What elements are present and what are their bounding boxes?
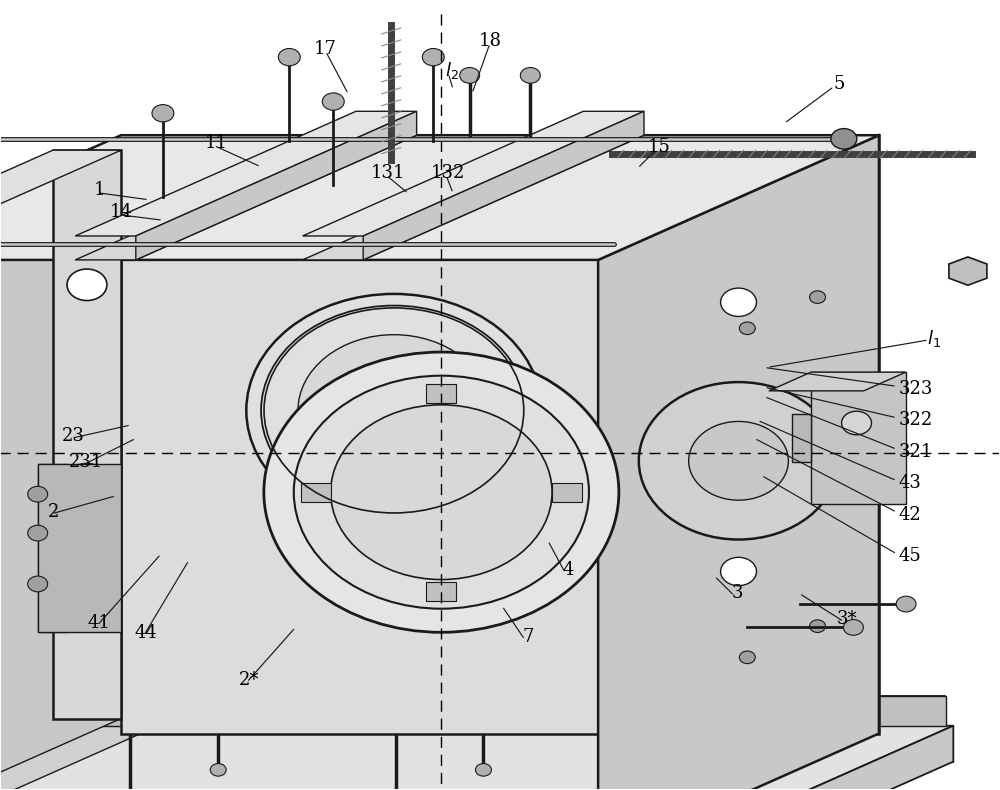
- Polygon shape: [303, 135, 644, 260]
- Circle shape: [739, 651, 755, 664]
- Text: 42: 42: [899, 506, 922, 524]
- Circle shape: [278, 48, 300, 66]
- Circle shape: [721, 288, 756, 317]
- Text: 18: 18: [479, 32, 502, 50]
- Polygon shape: [598, 135, 879, 790]
- Text: 43: 43: [899, 474, 922, 492]
- Circle shape: [67, 269, 107, 300]
- Circle shape: [298, 335, 490, 486]
- Circle shape: [334, 401, 563, 582]
- Polygon shape: [949, 257, 987, 285]
- Text: 321: 321: [899, 442, 933, 461]
- Polygon shape: [0, 696, 226, 790]
- Circle shape: [67, 464, 107, 495]
- Text: 45: 45: [899, 547, 922, 566]
- Circle shape: [210, 764, 226, 776]
- Text: $l_2$: $l_2$: [445, 60, 459, 81]
- Circle shape: [475, 764, 491, 776]
- Polygon shape: [0, 150, 121, 790]
- Circle shape: [422, 48, 444, 66]
- Polygon shape: [75, 135, 417, 260]
- Circle shape: [460, 67, 480, 83]
- Circle shape: [307, 720, 323, 733]
- Text: 322: 322: [899, 411, 933, 429]
- Text: 11: 11: [204, 134, 227, 152]
- Circle shape: [739, 322, 755, 335]
- Text: 2*: 2*: [238, 671, 259, 689]
- Circle shape: [689, 421, 788, 500]
- Text: 3: 3: [732, 585, 743, 603]
- Circle shape: [152, 104, 174, 122]
- Circle shape: [246, 294, 541, 527]
- Polygon shape: [121, 135, 879, 733]
- Text: 2: 2: [48, 502, 59, 521]
- Polygon shape: [303, 111, 644, 236]
- Bar: [301, 483, 331, 502]
- Text: 44: 44: [135, 624, 157, 641]
- Polygon shape: [811, 372, 906, 504]
- Text: 323: 323: [899, 380, 933, 397]
- Circle shape: [810, 291, 825, 303]
- Text: 15: 15: [648, 138, 671, 156]
- Polygon shape: [0, 726, 953, 790]
- Text: 4: 4: [562, 561, 573, 579]
- Polygon shape: [38, 465, 68, 632]
- Polygon shape: [0, 150, 121, 232]
- Circle shape: [810, 620, 825, 633]
- Text: 14: 14: [110, 203, 132, 221]
- Text: 5: 5: [833, 75, 845, 93]
- Polygon shape: [769, 372, 906, 391]
- Bar: [552, 483, 582, 502]
- Circle shape: [572, 720, 588, 733]
- Circle shape: [28, 525, 48, 541]
- Polygon shape: [611, 726, 953, 790]
- Text: 41: 41: [88, 615, 111, 632]
- Circle shape: [322, 93, 344, 111]
- Text: 132: 132: [431, 164, 465, 182]
- Circle shape: [843, 619, 863, 635]
- Circle shape: [896, 596, 916, 612]
- Circle shape: [28, 576, 48, 592]
- Circle shape: [639, 382, 838, 540]
- Polygon shape: [136, 111, 417, 260]
- Text: $l_1$: $l_1$: [927, 328, 941, 349]
- Circle shape: [264, 352, 619, 632]
- Circle shape: [721, 557, 756, 585]
- Circle shape: [28, 487, 48, 502]
- Polygon shape: [38, 465, 121, 632]
- Text: 3*: 3*: [837, 611, 857, 628]
- Circle shape: [842, 411, 871, 435]
- Circle shape: [294, 376, 589, 608]
- Polygon shape: [53, 150, 121, 719]
- Polygon shape: [467, 696, 946, 790]
- Circle shape: [831, 129, 857, 149]
- Text: 1: 1: [93, 182, 105, 199]
- Polygon shape: [792, 414, 811, 462]
- Polygon shape: [363, 111, 644, 260]
- Polygon shape: [0, 135, 879, 260]
- Text: 231: 231: [69, 453, 103, 471]
- Bar: [426, 384, 456, 403]
- Text: 23: 23: [62, 427, 85, 445]
- Circle shape: [520, 67, 540, 83]
- Text: 7: 7: [522, 629, 534, 646]
- Polygon shape: [75, 111, 417, 236]
- Polygon shape: [82, 726, 953, 762]
- Bar: [426, 581, 456, 600]
- Text: 17: 17: [314, 40, 337, 58]
- Text: 131: 131: [371, 164, 406, 182]
- Circle shape: [385, 442, 512, 542]
- Polygon shape: [809, 696, 946, 726]
- Circle shape: [331, 404, 552, 580]
- Polygon shape: [89, 696, 226, 726]
